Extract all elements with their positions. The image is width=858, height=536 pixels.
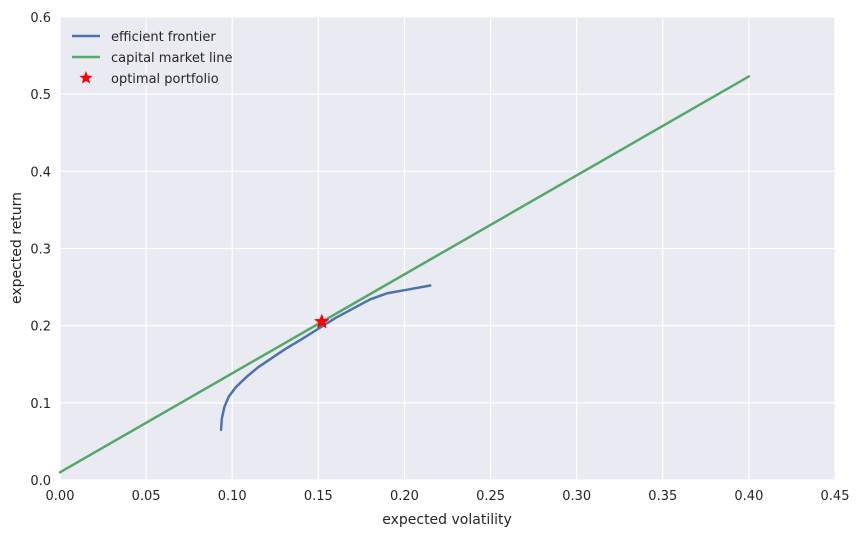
legend: efficient frontier capital market line opt…	[72, 30, 233, 87]
y-tick-label: 0.5	[30, 88, 51, 103]
y-tick-labels: 0.0 0.1 0.2 0.3 0.4 0.5 0.6	[30, 11, 51, 489]
y-tick-label: 0.2	[30, 320, 51, 335]
capital-market-line-line	[58, 75, 751, 474]
y-tick-label: 0.6	[30, 11, 51, 26]
x-tick-label: 0.35	[648, 489, 677, 504]
x-tick-label: 0.15	[304, 489, 333, 504]
series-layer	[58, 75, 751, 474]
legend-label-efficient-frontier: efficient frontier	[111, 30, 216, 45]
y-tick-label: 0.1	[30, 397, 51, 412]
x-tick-label: 0.05	[132, 489, 161, 504]
y-tick-label: 0.3	[30, 243, 51, 258]
x-tick-label: 0.40	[734, 489, 763, 504]
efficient-frontier-line	[219, 284, 432, 432]
legend-label-capital-market-line: capital market line	[111, 51, 233, 66]
y-axis-label: expected return	[9, 192, 25, 304]
x-tick-label: 0.25	[476, 489, 505, 504]
x-tick-labels: 0.00 0.05 0.10 0.15 0.20 0.25 0.30 0.35 0.40 0.45	[46, 489, 850, 504]
legend-label-optimal-portfolio: optimal portfolio	[111, 72, 219, 87]
y-tick-label: 0.4	[30, 165, 51, 180]
legend-swatch-optimal-portfolio	[79, 71, 93, 84]
x-tick-label: 0.10	[218, 489, 247, 504]
optimal-portfolio-marker	[313, 313, 330, 329]
x-tick-label: 0.30	[562, 489, 591, 504]
x-tick-label: 0.20	[390, 489, 419, 504]
y-tick-label: 0.0	[30, 474, 51, 489]
x-tick-label: 0.45	[821, 489, 850, 504]
x-tick-label: 0.00	[46, 489, 75, 504]
x-axis-label: expected volatility	[382, 512, 512, 528]
